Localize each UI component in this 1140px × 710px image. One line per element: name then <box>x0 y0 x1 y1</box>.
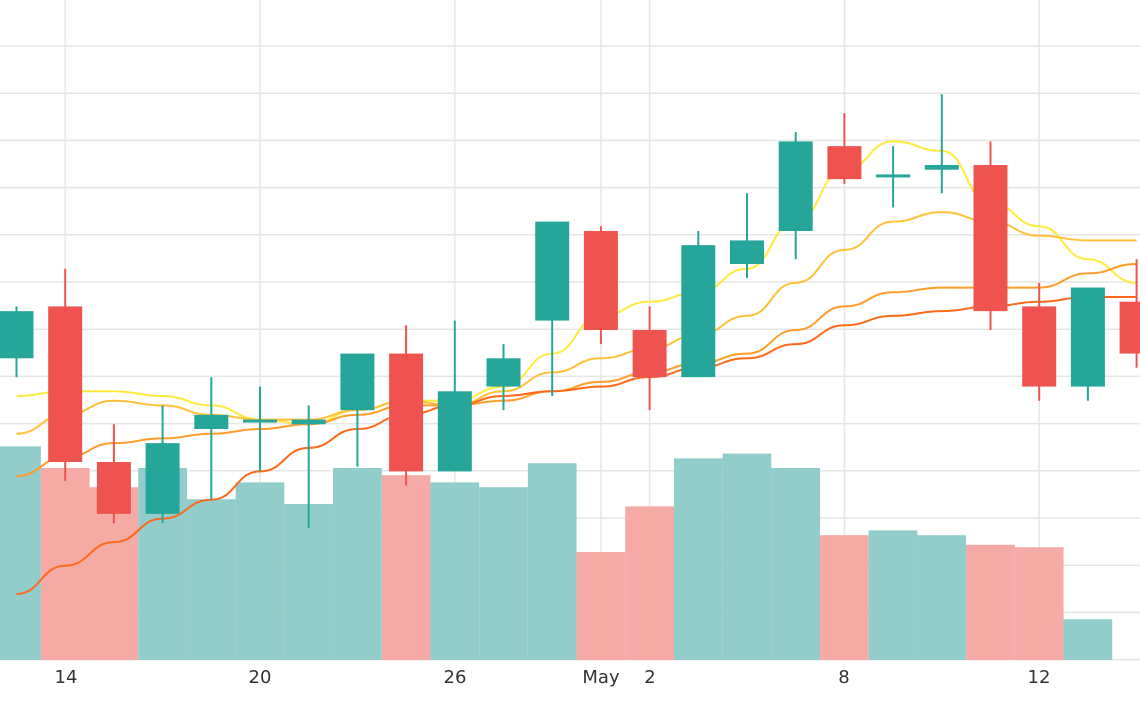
volume-bar <box>186 499 236 660</box>
moving-average-line <box>16 140 1137 426</box>
candle-body <box>827 146 862 180</box>
volume-bar <box>673 458 723 660</box>
candle-body <box>876 174 911 178</box>
volume-bar <box>235 482 285 660</box>
moving-average-line <box>16 211 1137 435</box>
candle-body <box>389 353 424 472</box>
candle-body <box>535 221 570 321</box>
volume-bar <box>625 506 674 660</box>
x-tick-label: 20 <box>249 667 272 688</box>
candle-body <box>778 141 813 231</box>
candle-body <box>0 311 34 359</box>
x-tick-label: May <box>582 667 620 688</box>
candle-body <box>96 462 131 514</box>
candle-body <box>583 231 618 330</box>
candle-body <box>681 245 716 378</box>
candle-body <box>730 240 764 264</box>
volume-bar <box>917 535 967 660</box>
candle-body <box>194 414 229 429</box>
candle-body <box>1022 306 1057 387</box>
volume-bar <box>479 487 528 660</box>
volume-bar <box>0 446 41 660</box>
candle-body <box>291 419 326 425</box>
volume-bar <box>868 530 918 660</box>
candle-body <box>973 165 1008 312</box>
volume-bar <box>381 475 431 660</box>
volume-bar <box>40 468 90 660</box>
candle-body <box>243 419 277 423</box>
candle-body <box>437 391 472 472</box>
candle-body <box>486 358 521 387</box>
candle-body <box>145 443 180 514</box>
volume-bar <box>1014 547 1064 660</box>
candle-body <box>1119 301 1140 354</box>
candle-body <box>340 353 375 411</box>
candle-body <box>924 165 959 170</box>
volume-bar <box>284 504 334 660</box>
x-tick-label: 8 <box>838 667 849 688</box>
candle-body <box>1070 287 1105 387</box>
volume-bar <box>722 453 772 660</box>
volume-bar <box>333 468 382 660</box>
candle-body <box>48 306 83 462</box>
volume-bar <box>966 544 1015 660</box>
volume-bar <box>576 552 626 660</box>
x-tick-label: 12 <box>1028 667 1051 688</box>
volume-bar <box>430 482 480 660</box>
x-tick-label: 2 <box>644 667 655 688</box>
candles <box>0 94 1140 528</box>
volume-bar <box>1063 619 1113 660</box>
volume-bars <box>0 446 1113 660</box>
moving-average-line <box>16 263 1137 478</box>
volume-bar <box>820 535 869 660</box>
volume-bar <box>527 463 577 660</box>
x-tick-label: 14 <box>55 667 78 688</box>
volume-bar <box>771 468 821 660</box>
moving-average-line <box>16 296 1137 595</box>
x-axis-ticks: 14 20 26 May 2 8 12 <box>55 667 1051 688</box>
x-tick-label: 26 <box>444 667 467 688</box>
candle-body <box>632 330 667 378</box>
